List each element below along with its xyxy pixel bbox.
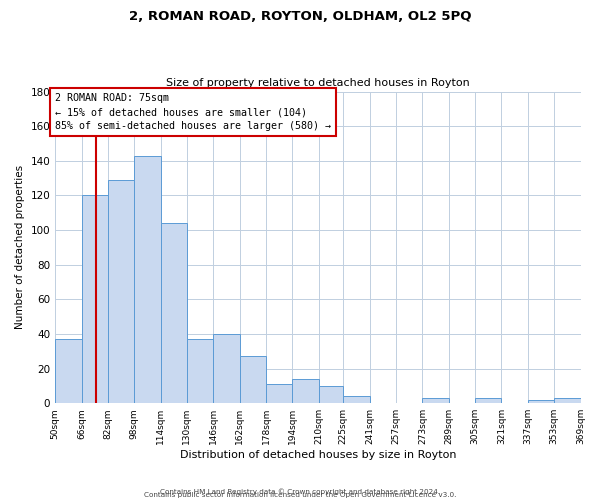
Text: 2 ROMAN ROAD: 75sqm
← 15% of detached houses are smaller (104)
85% of semi-detac: 2 ROMAN ROAD: 75sqm ← 15% of detached ho… — [55, 94, 331, 132]
Bar — [343, 396, 370, 403]
Bar — [108, 180, 134, 403]
Bar — [239, 356, 266, 403]
Bar — [554, 398, 581, 403]
Bar — [266, 384, 292, 403]
Bar — [161, 223, 187, 403]
Text: Contains public sector information licensed under the Open Government Licence v3: Contains public sector information licen… — [144, 492, 456, 498]
Title: Size of property relative to detached houses in Royton: Size of property relative to detached ho… — [166, 78, 470, 88]
Bar — [187, 339, 213, 403]
Bar — [292, 379, 319, 403]
Bar — [82, 196, 108, 403]
Text: Contains HM Land Registry data © Crown copyright and database right 2024.: Contains HM Land Registry data © Crown c… — [160, 488, 440, 495]
Bar — [528, 400, 554, 403]
Bar — [134, 156, 161, 403]
Text: 2, ROMAN ROAD, ROYTON, OLDHAM, OL2 5PQ: 2, ROMAN ROAD, ROYTON, OLDHAM, OL2 5PQ — [129, 10, 471, 23]
Bar — [213, 334, 239, 403]
Bar — [319, 386, 343, 403]
X-axis label: Distribution of detached houses by size in Royton: Distribution of detached houses by size … — [179, 450, 456, 460]
Bar — [55, 339, 82, 403]
Bar — [475, 398, 502, 403]
Y-axis label: Number of detached properties: Number of detached properties — [15, 166, 25, 330]
Bar — [422, 398, 449, 403]
